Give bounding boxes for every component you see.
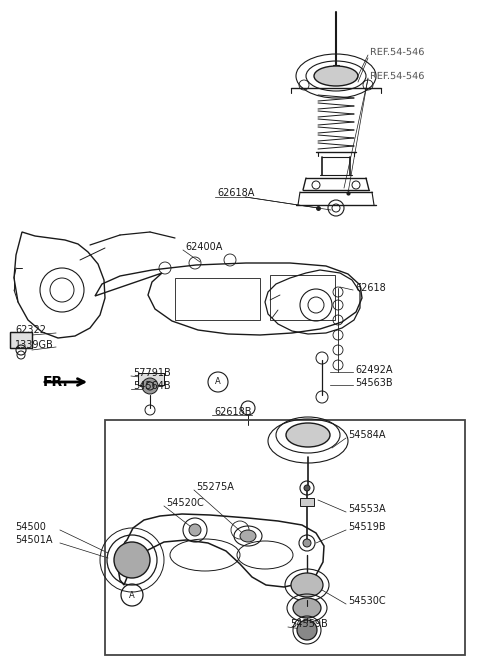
- Bar: [138, 373, 164, 385]
- Text: 57791B: 57791B: [133, 368, 171, 378]
- Circle shape: [189, 524, 201, 536]
- Text: 54563B: 54563B: [355, 378, 393, 388]
- Ellipse shape: [291, 573, 323, 597]
- Circle shape: [297, 620, 317, 640]
- Text: REF.54-546: REF.54-546: [370, 47, 424, 57]
- Bar: [175, 278, 260, 320]
- Bar: [105, 420, 465, 655]
- Text: 1339GB: 1339GB: [15, 340, 54, 350]
- Text: 62492A: 62492A: [355, 365, 393, 375]
- Text: 54500: 54500: [15, 522, 46, 532]
- Text: 62618: 62618: [355, 283, 386, 293]
- Text: 54564B: 54564B: [133, 381, 170, 391]
- Circle shape: [303, 539, 311, 547]
- Bar: [10, 332, 32, 348]
- Text: 54584A: 54584A: [348, 430, 385, 440]
- Text: 54519B: 54519B: [348, 522, 385, 532]
- Ellipse shape: [293, 598, 321, 618]
- Ellipse shape: [240, 530, 256, 542]
- Bar: [138, 373, 164, 385]
- Text: 55275A: 55275A: [196, 482, 234, 492]
- Text: A: A: [129, 590, 135, 599]
- Text: 54520C: 54520C: [166, 498, 204, 508]
- Ellipse shape: [286, 423, 330, 447]
- Text: 62400A: 62400A: [185, 242, 222, 252]
- Circle shape: [114, 542, 150, 578]
- Text: 62618A: 62618A: [217, 188, 254, 198]
- Text: 62618B: 62618B: [214, 407, 252, 417]
- Text: 54559B: 54559B: [290, 619, 328, 629]
- Bar: [270, 275, 335, 320]
- Circle shape: [142, 378, 158, 394]
- Bar: [10, 332, 32, 348]
- Ellipse shape: [314, 66, 358, 86]
- Text: 54553A: 54553A: [348, 504, 385, 514]
- Circle shape: [304, 485, 310, 491]
- Text: REF.54-546: REF.54-546: [370, 71, 424, 81]
- Text: 54530C: 54530C: [348, 596, 385, 606]
- Text: FR.: FR.: [43, 375, 69, 389]
- Bar: [300, 498, 314, 506]
- Text: 62322: 62322: [15, 325, 46, 335]
- Text: 54501A: 54501A: [15, 535, 52, 545]
- Text: A: A: [215, 378, 221, 386]
